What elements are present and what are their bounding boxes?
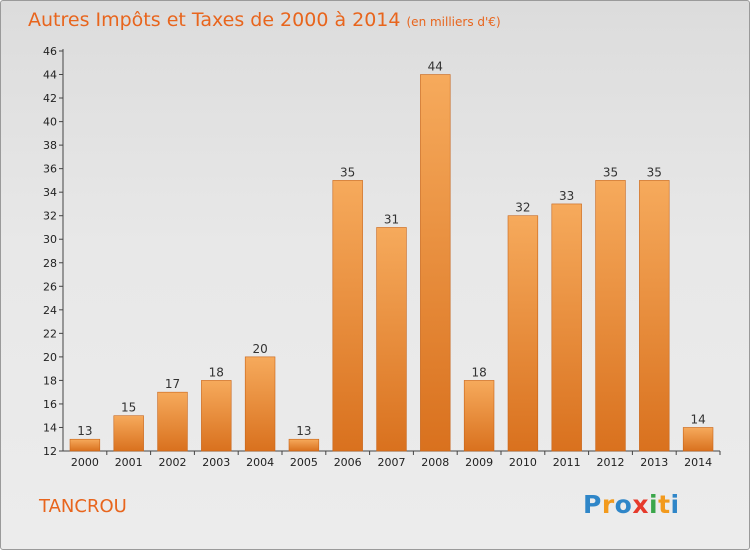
data-label: 18 (209, 365, 224, 379)
y-tick-label: 30 (43, 233, 57, 246)
data-label: 32 (515, 201, 530, 215)
bar (420, 74, 451, 452)
bar (201, 380, 232, 452)
y-tick-label: 36 (43, 163, 57, 176)
logo-letter: i (649, 490, 659, 519)
x-tick-label: 2014 (684, 456, 712, 469)
y-tick-label: 16 (43, 398, 57, 411)
x-tick-label: 2012 (597, 456, 625, 469)
y-tick-label: 14 (43, 421, 57, 434)
x-tick-label: 2006 (334, 456, 362, 469)
x-tick-label: 2009 (465, 456, 493, 469)
y-tick-label: 24 (43, 304, 57, 317)
x-tick-label: 2005 (290, 456, 318, 469)
chart-unit: (en milliers d'€) (406, 15, 501, 29)
bar (507, 215, 539, 452)
bar (463, 380, 495, 452)
y-tick-label: 28 (43, 257, 57, 270)
logo-letter: P (583, 490, 602, 519)
y-tick-label: 46 (43, 45, 57, 58)
data-label: 15 (121, 401, 136, 415)
data-label: 35 (340, 165, 355, 179)
logo-letter: i (670, 490, 680, 519)
x-tick-label: 2003 (202, 456, 230, 469)
data-label: 31 (384, 212, 399, 226)
logo-letter: r (601, 490, 615, 519)
y-tick-label: 34 (43, 186, 57, 199)
data-label: 13 (77, 424, 92, 438)
x-tick-label: 2007 (378, 456, 406, 469)
x-tick-label: 2010 (509, 456, 537, 469)
logo-letter: o (614, 490, 633, 519)
commune-name: TANCROU (39, 496, 127, 517)
proxiti-logo[interactable]: Proxiti (583, 490, 680, 519)
data-label: 20 (252, 342, 267, 356)
data-label: 44 (428, 60, 443, 74)
data-label: 33 (559, 189, 574, 203)
x-tick-label: 2011 (553, 456, 581, 469)
chart-title: Autres Impôts et Taxes de 2000 à 2014 (en… (28, 9, 501, 31)
x-tick-label: 2000 (71, 456, 99, 469)
data-label: 35 (603, 165, 618, 179)
y-tick-label: 32 (43, 210, 57, 223)
bar (113, 415, 144, 452)
bar (639, 180, 670, 452)
x-tick-label: 2004 (246, 456, 274, 469)
bars (69, 74, 714, 452)
data-labels: 13 15 17 18 20 13 35 31 44 18 32 33 35 35 14 (77, 60, 705, 439)
x-tick-label: 2008 (421, 456, 449, 469)
x-tick-label: 2013 (640, 456, 668, 469)
chart-title-text: Autres Impôts et Taxes de 2000 à 2014 (28, 9, 401, 31)
data-label: 35 (647, 165, 662, 179)
bar (332, 180, 363, 452)
bar (595, 180, 626, 452)
y-tick-label: 26 (43, 280, 57, 293)
logo-letter: t (658, 490, 671, 519)
y-tick-label: 44 (43, 69, 57, 82)
y-tick-label: 20 (43, 351, 57, 364)
bar (376, 227, 407, 452)
y-tick-label: 18 (43, 374, 57, 387)
bar (244, 356, 276, 452)
y-tick-label: 12 (43, 445, 57, 458)
bar (288, 438, 320, 452)
bar (69, 438, 101, 452)
y-tick-label: 40 (43, 116, 57, 129)
data-label: 17 (165, 377, 180, 391)
y-tick-label: 38 (43, 139, 57, 152)
y-tick-label: 22 (43, 327, 57, 340)
bar (157, 391, 188, 452)
x-tick-label: 2002 (159, 456, 187, 469)
y-tick-label: 42 (43, 92, 57, 105)
bar (682, 427, 714, 452)
bar (551, 203, 582, 452)
data-label: 14 (690, 412, 705, 426)
x-tick-label: 2001 (115, 456, 143, 469)
logo-letter: x (632, 490, 649, 519)
data-label: 13 (296, 424, 311, 438)
data-label: 18 (471, 365, 486, 379)
